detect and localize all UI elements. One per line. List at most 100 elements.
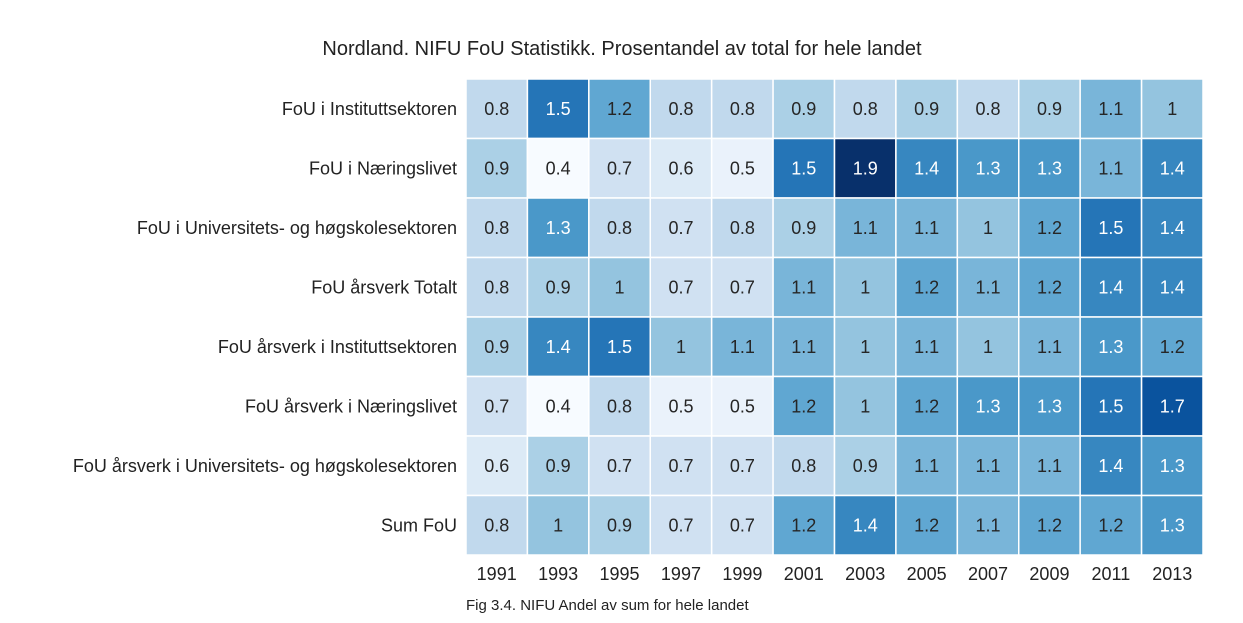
cell-value-label: 1.2	[914, 396, 939, 416]
cell-value-label: 1.2	[1037, 218, 1062, 238]
heatmap-cells: 0.8 1.5 1.2 0.8 0.8 0.9 0.8 0.9 0.8 0.9 1.1 1 0.9 0.4…	[465, 78, 1204, 556]
heatmap-cell-fou-arsverk-totalt-2001	[772, 256, 836, 318]
cell-value-label: 1.4	[1098, 277, 1123, 297]
heatmap-cell-sum-fou-1999	[710, 494, 774, 556]
cell-value-label: 1	[860, 337, 870, 357]
cell-value-label: 1.4	[853, 515, 878, 535]
heatmap-cell-fou-arsverk-i-universitets-og-hogskolesektoren-2007	[956, 435, 1020, 497]
cell-value-label: 0.7	[730, 456, 755, 476]
cell-value-label: 0.7	[668, 218, 693, 238]
heatmap-cell-fou-arsverk-i-universitets-og-hogskolesektoren-2001	[772, 435, 836, 497]
heatmap-cell-fou-i-naeringslivet-2011	[1079, 137, 1143, 199]
cell-value-label: 0.5	[730, 396, 755, 416]
cell-value-label: 0.9	[1037, 99, 1062, 119]
cell-value-label: 0.5	[668, 396, 693, 416]
cell-value-label: 1	[860, 277, 870, 297]
heatmap-cell-fou-i-instituttsektoren-2001	[772, 78, 836, 140]
heatmap-cell-fou-arsverk-i-naeringslivet-1991	[465, 375, 529, 437]
column-label-2001: 2001	[784, 564, 824, 584]
cell-value-label: 1	[983, 337, 993, 357]
heatmap-cell-sum-fou-1997	[649, 494, 713, 556]
cell-value-label: 1.4	[1098, 456, 1123, 476]
heatmap-cell-fou-arsverk-i-universitets-og-hogskolesektoren-1997	[649, 435, 713, 497]
cell-value-label: 1.1	[914, 218, 939, 238]
cell-value-label: 0.7	[607, 158, 632, 178]
heatmap-cell-fou-arsverk-i-instituttsektoren-1999	[710, 316, 774, 378]
cell-value-label: 0.9	[546, 277, 571, 297]
cell-value-label: 0.7	[730, 515, 755, 535]
cell-value-label: 1.3	[1037, 396, 1062, 416]
cell-value-label: 0.8	[730, 218, 755, 238]
heatmap-cell-sum-fou-1995	[588, 494, 651, 556]
cell-value-label: 1.2	[1160, 337, 1185, 357]
cell-value-label: 0.8	[484, 277, 509, 297]
cell-value-label: 0.9	[484, 337, 509, 357]
cell-value-label: 1.2	[1037, 277, 1062, 297]
heatmap-cell-fou-arsverk-i-naeringslivet-2013	[1140, 375, 1204, 437]
heatmap-cell-fou-i-naeringslivet-2013	[1140, 137, 1204, 199]
cell-value-label: 0.8	[607, 396, 632, 416]
cell-value-label: 1.1	[1098, 158, 1123, 178]
heatmap-cell-fou-arsverk-i-universitets-og-hogskolesektoren-1991	[465, 435, 529, 497]
heatmap-cell-fou-arsverk-i-universitets-og-hogskolesektoren-2009	[1018, 435, 1081, 497]
cell-value-label: 1.1	[1098, 99, 1123, 119]
heatmap-cell-fou-arsverk-totalt-1991	[465, 256, 529, 318]
heatmap-cell-fou-arsverk-i-instituttsektoren-1991	[465, 316, 529, 378]
column-label-2011: 2011	[1092, 564, 1131, 584]
cell-value-label: 1.5	[791, 158, 816, 178]
cell-value-label: 1.1	[1037, 456, 1062, 476]
chart-title: Nordland. NIFU FoU Statistikk. Prosentan…	[322, 38, 922, 60]
cell-value-label: 0.7	[668, 515, 693, 535]
row-label-fou-arsverk-i-instituttsektoren: FoU årsverk i Instituttsektoren	[218, 337, 457, 357]
heatmap-cell-fou-i-naeringslivet-2009	[1018, 137, 1081, 199]
heatmap-cell-fou-arsverk-i-instituttsektoren-2003	[833, 316, 897, 378]
cell-value-label: 1.4	[1160, 158, 1185, 178]
heatmap-cell-fou-arsverk-i-naeringslivet-2009	[1018, 375, 1081, 437]
heatmap-cell-fou-arsverk-i-naeringslivet-2001	[772, 375, 836, 437]
cell-value-label: 1.4	[914, 158, 939, 178]
cell-value-label: 1	[615, 277, 625, 297]
cell-value-label: 0.9	[853, 456, 878, 476]
cell-value-label: 1.3	[546, 218, 571, 238]
cell-value-label: 0.7	[730, 277, 755, 297]
heatmap-cell-fou-arsverk-totalt-2013	[1140, 256, 1204, 318]
heatmap-cell-fou-arsverk-i-universitets-og-hogskolesektoren-1999	[710, 435, 774, 497]
heatmap-cell-fou-i-naeringslivet-2007	[956, 137, 1020, 199]
cell-value-label: 0.9	[791, 218, 816, 238]
cell-value-label: 1.9	[853, 158, 878, 178]
column-labels: 1991 1993 1995 1997 1999 2001 2003 2005 2007 2009…	[477, 564, 1193, 584]
cell-value-label: 1.2	[1037, 515, 1062, 535]
heatmap-cell-sum-fou-2013	[1140, 494, 1204, 556]
row-label-fou-arsverk-i-universitets-og-hogskolesektoren: FoU årsverk i Universitets- og høgskoles…	[73, 456, 457, 476]
heatmap-cell-fou-i-universitets-og-hogskolesektoren-2003	[833, 197, 897, 259]
heatmap-cell-fou-arsverk-i-instituttsektoren-2001	[772, 316, 836, 378]
cell-value-label: 0.9	[791, 99, 816, 119]
row-label-fou-i-naeringslivet: FoU i Næringslivet	[309, 158, 457, 178]
heatmap-cell-fou-i-universitets-og-hogskolesektoren-1995	[588, 197, 651, 259]
heatmap-cell-fou-arsverk-i-instituttsektoren-2011	[1079, 316, 1143, 378]
cell-value-label: 0.6	[484, 456, 509, 476]
cell-value-label: 0.8	[484, 218, 509, 238]
cell-value-label: 0.9	[914, 99, 939, 119]
cell-value-label: 1.1	[914, 337, 939, 357]
cell-value-label: 0.7	[484, 396, 509, 416]
cell-value-label: 0.8	[668, 99, 693, 119]
heatmap-cell-sum-fou-1993	[526, 494, 590, 556]
heatmap-cell-sum-fou-2007	[956, 494, 1020, 556]
heatmap-cell-fou-i-instituttsektoren-1993	[526, 78, 590, 140]
column-label-1991: 1991	[477, 564, 517, 584]
row-label-fou-arsverk-i-naeringslivet: FoU årsverk i Næringslivet	[245, 396, 457, 416]
cell-value-label: 1.2	[607, 99, 632, 119]
cell-value-label: 0.8	[976, 99, 1001, 119]
cell-value-label: 1.5	[546, 99, 571, 119]
heatmap-cell-fou-i-instituttsektoren-2013	[1140, 78, 1204, 140]
heatmap-cell-fou-arsverk-i-instituttsektoren-1993	[526, 316, 590, 378]
heatmap-cell-fou-i-instituttsektoren-2009	[1018, 78, 1081, 140]
cell-value-label: 0.8	[607, 218, 632, 238]
column-label-2005: 2005	[907, 564, 947, 584]
cell-value-label: 0.7	[668, 456, 693, 476]
heatmap-cell-fou-arsverk-totalt-2011	[1079, 256, 1143, 318]
cell-value-label: 1.1	[976, 456, 1001, 476]
row-label-fou-i-universitets-og-hogskolesektoren: FoU i Universitets- og høgskolesektoren	[137, 218, 457, 238]
column-label-2009: 2009	[1029, 564, 1069, 584]
